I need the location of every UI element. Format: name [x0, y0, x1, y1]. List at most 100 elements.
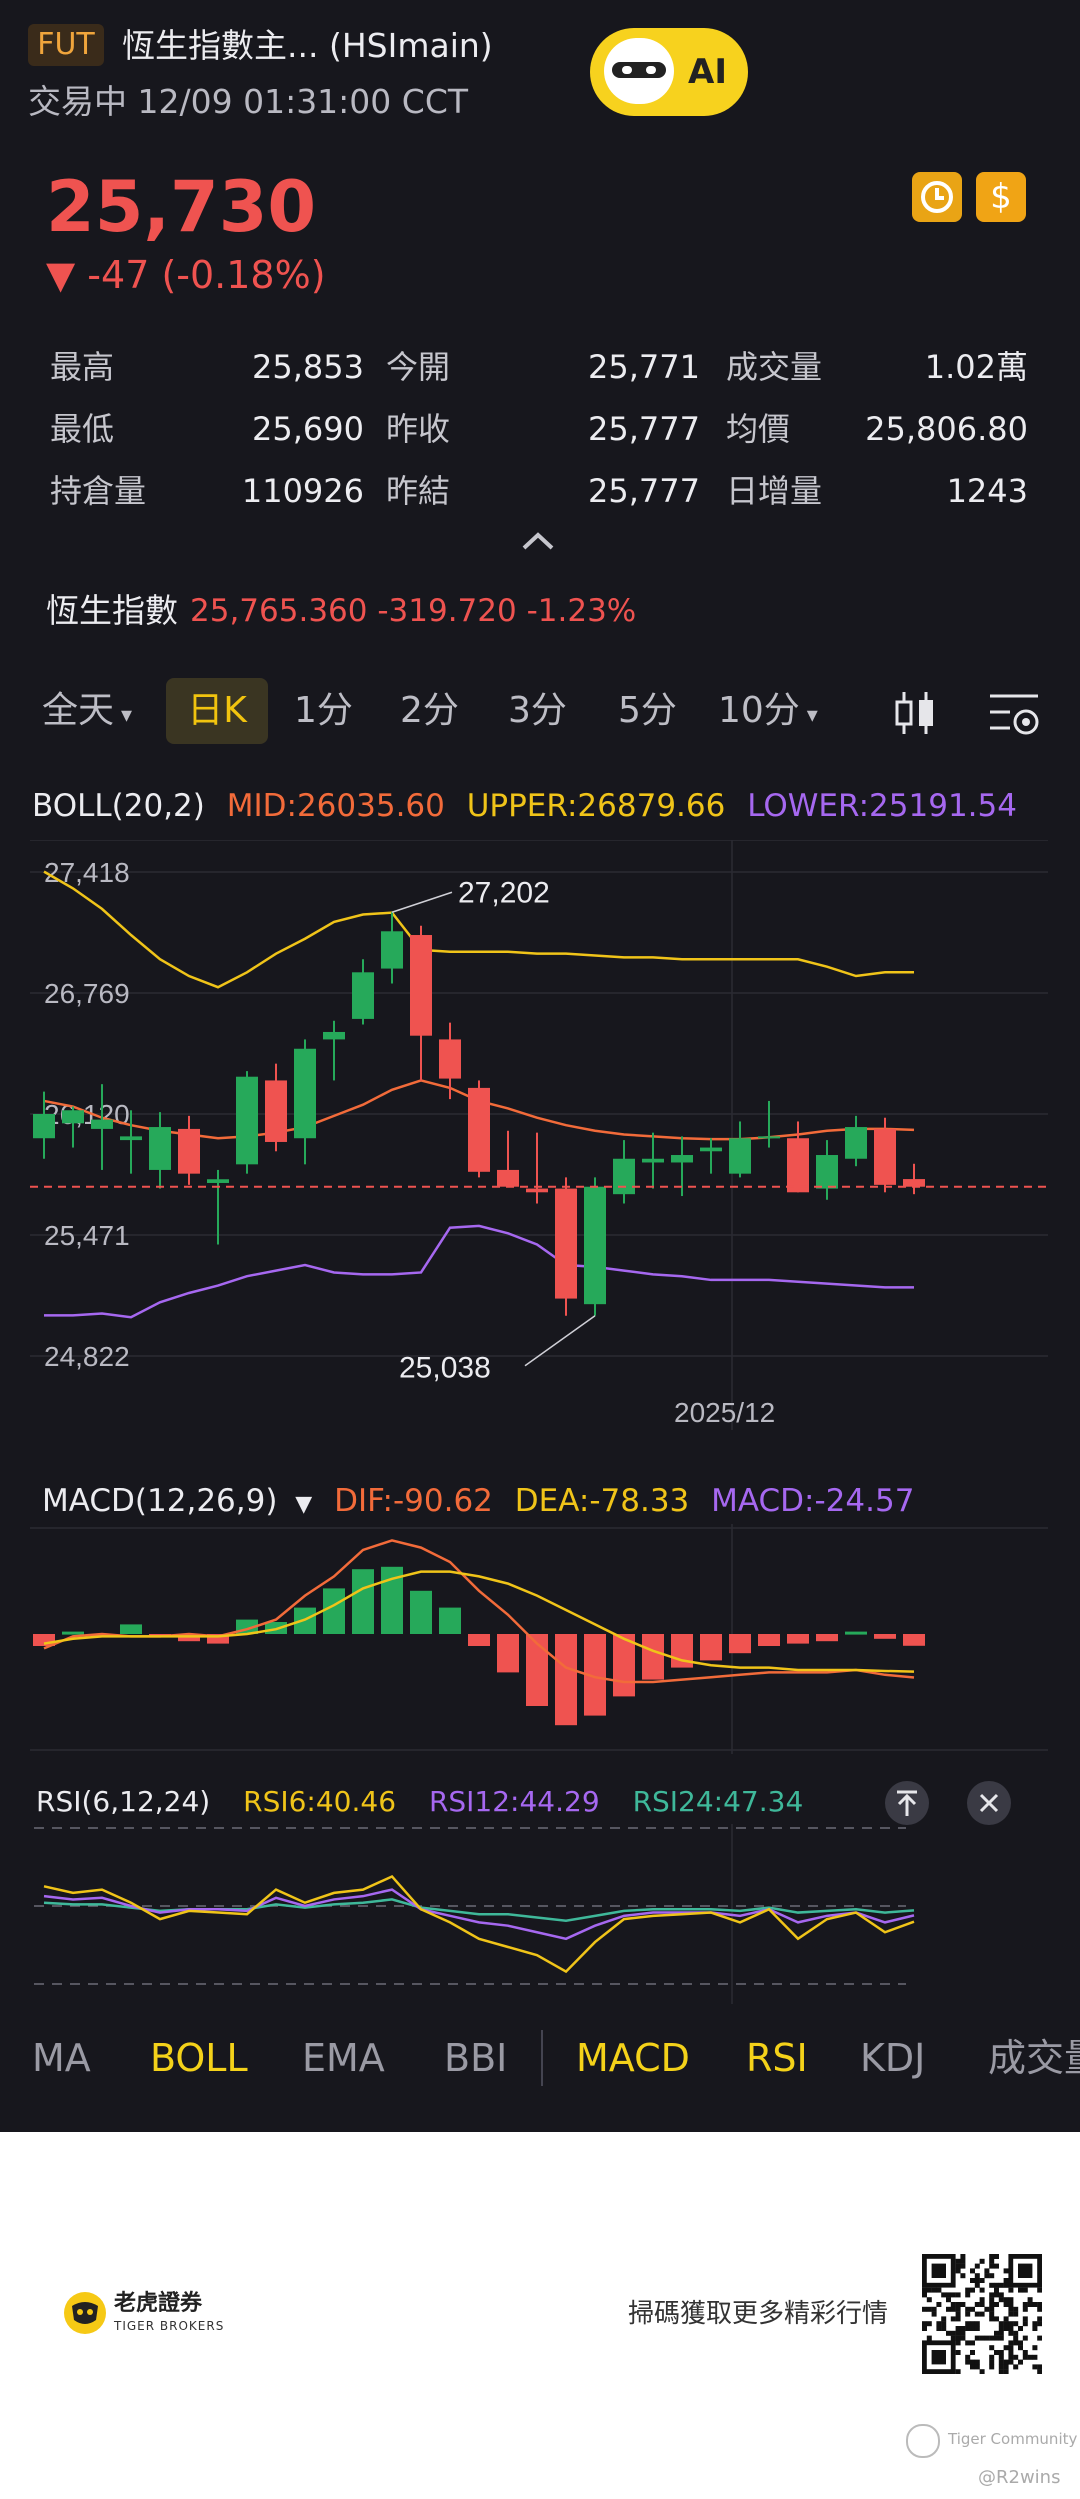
rsi-name[interactable]: RSI(6,12,24)	[36, 1785, 211, 1818]
macd-bar	[903, 1634, 925, 1646]
dropdown-icon[interactable]: ▼	[295, 1492, 313, 1517]
candle-body	[439, 1039, 461, 1079]
macd-bar	[62, 1631, 84, 1635]
qr-module	[946, 2330, 951, 2336]
candle-body	[323, 1031, 345, 1040]
qr-module	[970, 2268, 975, 2274]
qr-module	[941, 2326, 947, 2331]
indicator-tab[interactable]: 成交量	[988, 2036, 1080, 2080]
tab-10m[interactable]: 10分 ▾	[718, 690, 818, 731]
y-axis-tick-label: 26,769	[44, 978, 130, 1009]
indicator-tab[interactable]: KDJ	[860, 2036, 926, 2080]
qr-module	[994, 2287, 999, 2293]
macd-name[interactable]: MACD(12,26,9)	[42, 1483, 278, 1519]
indicator-tab[interactable]: MA	[32, 2036, 91, 2080]
qr-module	[984, 2268, 990, 2274]
qr-module	[965, 2306, 971, 2312]
qr-module	[1008, 2302, 1014, 2307]
qr-module	[974, 2359, 980, 2365]
stat-value: 1.02萬	[924, 348, 1028, 386]
qr-module	[1037, 2369, 1042, 2374]
pin-top-icon[interactable]	[884, 1780, 930, 1826]
instrument-title[interactable]: 恆生指數主... (HSImain)	[122, 26, 493, 65]
rsi-chart[interactable]	[0, 1824, 1080, 2004]
tab-2m[interactable]: 2分	[400, 690, 459, 731]
candle-body	[381, 931, 403, 969]
boll-lower-line	[44, 1224, 914, 1319]
share-footer: 老虎證券 TIGER BROKERS 掃碼獲取更多精彩行情 Tiger Comm…	[0, 2132, 1080, 2499]
qr-module	[989, 2364, 995, 2370]
community-logo-icon	[906, 2424, 940, 2458]
indicator-tab[interactable]: MACD	[576, 2036, 690, 2080]
stat-label: 今開	[386, 348, 451, 386]
macd-chart[interactable]	[0, 1524, 1080, 1754]
tab-1m[interactable]: 1分	[294, 690, 353, 731]
tab-5m[interactable]: 5分	[618, 690, 677, 731]
candlestick-settings-icon[interactable]	[890, 688, 940, 738]
qr-module	[974, 2273, 980, 2279]
candle-body	[903, 1179, 925, 1187]
chevron-up-icon[interactable]	[520, 526, 556, 556]
stat-label: 最高	[50, 348, 115, 386]
indicator-tab[interactable]: RSI	[746, 2036, 808, 2080]
tab-3m[interactable]: 3分	[508, 690, 567, 731]
x-axis-date-label: 2025/12	[674, 1397, 775, 1428]
qr-module	[998, 2354, 1004, 2360]
candle-body	[149, 1127, 171, 1170]
y-axis-tick-label: 24,822	[44, 1341, 130, 1372]
close-icon[interactable]	[966, 1780, 1012, 1826]
candle-body	[468, 1087, 490, 1172]
hsi-label[interactable]: 恆生指數	[46, 591, 178, 630]
qr-module	[994, 2316, 999, 2322]
candle-body	[178, 1128, 200, 1174]
qr-module	[998, 2330, 1004, 2336]
macd-bar	[381, 1566, 403, 1634]
indicator-tab[interactable]: EMA	[302, 2036, 385, 2080]
qr-module	[1013, 2340, 1019, 2346]
qr-module	[1032, 2326, 1038, 2331]
qr-module	[998, 2369, 1004, 2374]
qr-module	[1008, 2340, 1014, 2346]
qr-module	[960, 2273, 966, 2279]
history-icon[interactable]	[912, 172, 962, 222]
qr-code[interactable]	[922, 2254, 1042, 2374]
macd-bar	[120, 1624, 142, 1634]
qr-module	[989, 2273, 995, 2279]
boll-name[interactable]: BOLL(20,2)	[32, 788, 205, 824]
qr-module	[960, 2302, 966, 2307]
candle-body	[555, 1188, 577, 1299]
qr-module	[1003, 2297, 1009, 2303]
qr-module	[1008, 2354, 1014, 2360]
qr-module	[984, 2273, 990, 2279]
candlestick-chart[interactable]: 27,41826,76926,12025,47124,82227,20225,0…	[0, 840, 1080, 1430]
tab-divider	[541, 2030, 543, 2086]
qr-module	[950, 2330, 956, 2336]
dollar-icon[interactable]: $	[976, 172, 1026, 222]
qr-module	[922, 2326, 927, 2331]
indicator-tab[interactable]: BBI	[444, 2036, 508, 2080]
qr-module	[979, 2258, 985, 2264]
low-pointer	[524, 1315, 596, 1367]
qr-module	[955, 2306, 961, 2312]
tab-day-k[interactable]: 日K	[166, 678, 268, 744]
indicator-tab[interactable]: BOLL	[150, 2036, 248, 2080]
macd-bar	[497, 1634, 519, 1673]
qr-module	[936, 2321, 942, 2327]
candle-body	[816, 1155, 838, 1189]
qr-module	[994, 2302, 999, 2307]
qr-module	[1018, 2359, 1023, 2365]
qr-module	[989, 2292, 995, 2298]
ai-assistant-button[interactable]: AI	[590, 28, 748, 116]
qr-module	[1003, 2316, 1009, 2322]
qr-module	[965, 2287, 971, 2293]
candle-body	[91, 1119, 113, 1129]
chart-settings-icon[interactable]	[986, 688, 1042, 738]
qr-module	[994, 2282, 999, 2288]
tab-all-day[interactable]: 全天 ▾	[42, 690, 133, 731]
qr-module	[1037, 2316, 1042, 2322]
qr-module	[1037, 2364, 1042, 2370]
qr-module	[989, 2254, 995, 2259]
qr-module	[1013, 2364, 1019, 2370]
macd-bar	[700, 1634, 722, 1661]
qr-module	[941, 2321, 947, 2327]
